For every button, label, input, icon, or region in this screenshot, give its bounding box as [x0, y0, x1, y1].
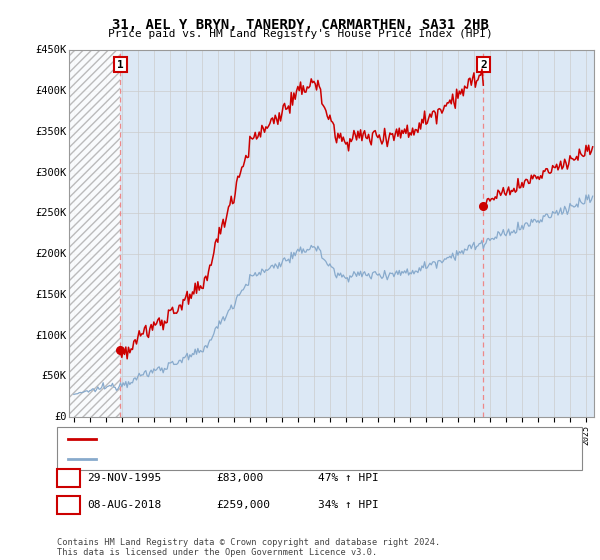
Text: 31, AEL Y BRYN, TANERDY, CARMARTHEN, SA31 2HB (detached house): 31, AEL Y BRYN, TANERDY, CARMARTHEN, SA3…	[102, 433, 474, 444]
Text: £350K: £350K	[35, 127, 67, 137]
Text: 2: 2	[480, 59, 487, 69]
Text: 1: 1	[117, 59, 124, 69]
Text: 47% ↑ HPI: 47% ↑ HPI	[318, 473, 379, 483]
Text: 1: 1	[65, 472, 72, 485]
Text: £300K: £300K	[35, 167, 67, 178]
Text: HPI: Average price, detached house, Carmarthenshire: HPI: Average price, detached house, Carm…	[102, 454, 408, 464]
Text: 29-NOV-1995: 29-NOV-1995	[87, 473, 161, 483]
Text: 31, AEL Y BRYN, TANERDY, CARMARTHEN, SA31 2HB: 31, AEL Y BRYN, TANERDY, CARMARTHEN, SA3…	[112, 18, 488, 32]
Text: 34% ↑ HPI: 34% ↑ HPI	[318, 500, 379, 510]
Text: £259,000: £259,000	[216, 500, 270, 510]
Text: £0: £0	[54, 412, 67, 422]
Text: £200K: £200K	[35, 249, 67, 259]
Text: £150K: £150K	[35, 290, 67, 300]
Text: £450K: £450K	[35, 45, 67, 55]
Text: £50K: £50K	[41, 371, 67, 381]
Text: £250K: £250K	[35, 208, 67, 218]
Text: Price paid vs. HM Land Registry's House Price Index (HPI): Price paid vs. HM Land Registry's House …	[107, 29, 493, 39]
Text: 2: 2	[65, 498, 72, 512]
Text: 08-AUG-2018: 08-AUG-2018	[87, 500, 161, 510]
Text: Contains HM Land Registry data © Crown copyright and database right 2024.
This d: Contains HM Land Registry data © Crown c…	[57, 538, 440, 557]
Text: £83,000: £83,000	[216, 473, 263, 483]
Text: £400K: £400K	[35, 86, 67, 96]
Text: £100K: £100K	[35, 331, 67, 340]
